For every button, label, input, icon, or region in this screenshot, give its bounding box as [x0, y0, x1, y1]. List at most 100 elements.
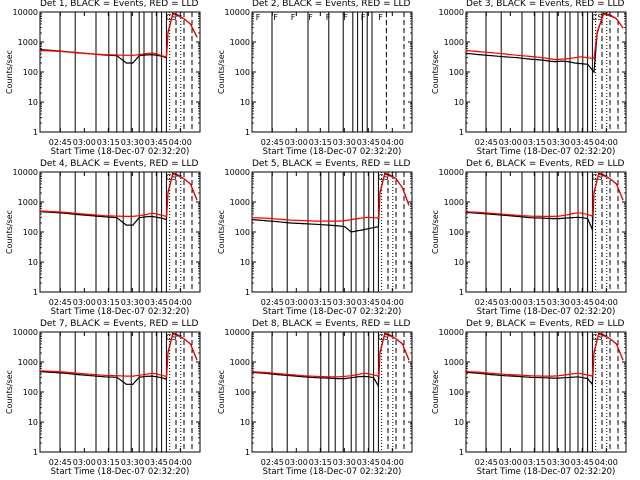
data-point-events	[491, 213, 493, 215]
data-point-events	[289, 222, 291, 224]
data-point-lld	[172, 173, 174, 175]
y-tick-label: 1000	[444, 38, 464, 47]
y-tick-label: 10	[240, 418, 250, 427]
data-point-lld	[103, 215, 105, 217]
data-point-lld	[167, 351, 169, 353]
data-point-lld	[491, 372, 493, 374]
data-point-lld	[587, 214, 589, 216]
y-tick-label: 100	[235, 228, 250, 237]
data-point-lld	[503, 213, 505, 215]
data-point-lld	[598, 173, 600, 175]
data-point-lld	[65, 51, 67, 53]
series-line-events	[465, 12, 624, 74]
x-tick-label: 03:00	[285, 298, 308, 307]
y-tick-label: 1	[33, 288, 38, 297]
data-point-lld	[302, 219, 304, 222]
data-point-lld	[377, 217, 379, 219]
data-point-lld	[551, 215, 554, 218]
x-tick-label: 04:00	[595, 138, 618, 147]
data-point-lld	[478, 211, 480, 214]
data-point-lld	[116, 375, 118, 377]
data-point-lld	[379, 351, 381, 353]
y-axis-label: Counts/sec	[5, 50, 14, 94]
y-tick-label: 100	[23, 388, 38, 397]
data-point-events	[151, 215, 153, 218]
data-point-lld	[116, 215, 118, 217]
y-tick-label: 10	[454, 258, 464, 267]
data-point-lld	[357, 374, 359, 376]
data-point-lld	[564, 214, 566, 216]
event-marker-label: F	[291, 13, 296, 22]
panel-title: Det 6, BLACK = Events, RED = LLD	[466, 159, 625, 169]
data-point-events	[591, 383, 594, 385]
x-tick-label: 03:15	[309, 138, 332, 147]
data-point-lld	[65, 371, 67, 373]
y-tick-label: 10000	[225, 8, 250, 17]
data-point-lld	[564, 374, 566, 376]
y-tick-label: 1000	[230, 358, 250, 367]
panel-title: Det 7, BLACK = Events, RED = LLD	[40, 319, 199, 329]
data-point-lld	[542, 375, 544, 377]
data-point-events	[132, 383, 134, 385]
data-point-events	[561, 60, 563, 62]
data-point-lld	[529, 375, 531, 377]
x-tick-label: 04:00	[381, 138, 404, 147]
x-tick-label: 03:15	[523, 298, 546, 307]
data-point-lld	[328, 220, 330, 222]
data-point-lld	[264, 371, 266, 374]
y-tick-label: 10	[240, 258, 250, 267]
data-point-lld	[408, 359, 410, 361]
data-point-events	[65, 372, 67, 374]
data-point-lld	[529, 215, 531, 217]
panel-det-9: Det 9, BLACK = Events, RED = LLD 1 10 100 10…	[431, 319, 627, 477]
data-point-lld	[151, 212, 153, 214]
data-point-events	[363, 229, 365, 231]
data-point-lld	[196, 359, 198, 361]
data-point-lld	[593, 57, 595, 60]
data-point-lld	[542, 57, 544, 59]
data-point-lld	[401, 343, 403, 345]
data-point-lld	[503, 53, 505, 55]
data-point-lld	[156, 213, 158, 215]
data-point-events	[125, 224, 127, 226]
x-tick-label: 03:45	[357, 458, 380, 467]
data-point-lld	[567, 57, 570, 60]
y-tick-label: 1000	[18, 198, 38, 207]
y-tick-label: 10	[454, 418, 464, 427]
data-point-lld	[167, 31, 169, 33]
data-point-lld	[401, 187, 403, 189]
x-tick-label: 04:00	[381, 458, 404, 467]
data-point-lld	[465, 211, 467, 213]
data-point-lld	[90, 214, 92, 216]
data-point-lld	[125, 375, 127, 377]
x-tick-label: 02:45	[49, 298, 72, 307]
event-marker-label: F	[326, 13, 331, 22]
data-point-lld	[571, 213, 573, 215]
data-point-events	[161, 377, 163, 379]
data-point-events	[165, 378, 167, 380]
event-marker-label: F	[273, 13, 278, 22]
data-point-events	[548, 60, 550, 62]
panel-det-8: Det 8, BLACK = Events, RED = LLD 1 10 100 10…	[217, 319, 413, 477]
data-point-lld	[577, 372, 579, 374]
x-tick-label: 02:45	[261, 138, 284, 147]
data-point-lld	[52, 210, 54, 213]
data-point-events	[145, 375, 147, 378]
data-point-events	[116, 217, 118, 219]
data-point-lld	[373, 374, 375, 376]
x-tick-label: 02:45	[261, 458, 284, 467]
x-axis-label: Start Time (18-Dec-07 02:32:20)	[263, 147, 402, 157]
data-point-lld	[357, 217, 359, 220]
panel-title: Det 3, BLACK = Events, RED = LLD	[466, 0, 625, 9]
data-point-events	[156, 54, 158, 56]
data-point-events	[315, 223, 317, 225]
data-point-lld	[363, 217, 365, 219]
data-point-lld	[596, 31, 598, 33]
data-point-lld	[183, 18, 185, 20]
data-point-lld	[77, 213, 79, 215]
y-axis-label: Counts/sec	[217, 50, 226, 94]
data-point-lld	[379, 191, 381, 193]
data-point-events	[363, 375, 365, 378]
x-tick-label: 04:00	[169, 458, 192, 467]
x-axis-label: Start Time (18-Dec-07 02:32:20)	[477, 307, 616, 317]
